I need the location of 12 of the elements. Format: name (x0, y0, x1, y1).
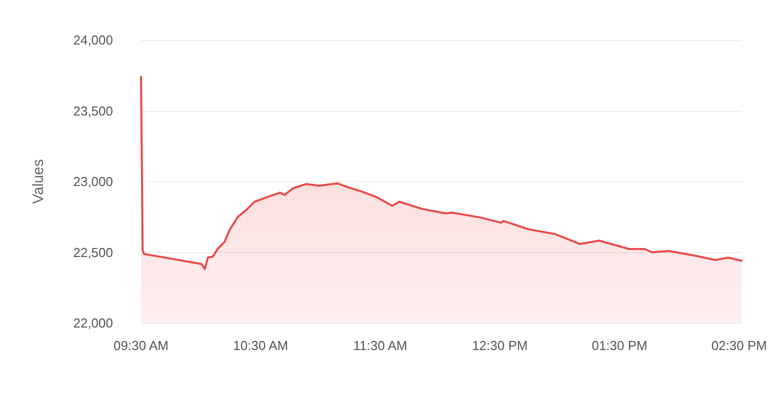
x-tick-label: 09:30 AM (114, 338, 168, 353)
y-tick-label: 22,000 (73, 316, 113, 330)
y-axis-title: Values (30, 159, 47, 204)
y-tick-label: 23,500 (73, 103, 113, 118)
x-tick-label: 10:30 AM (233, 338, 288, 353)
y-tick-label: 22,500 (73, 244, 113, 260)
x-tick-label: 12:30 PM (472, 338, 528, 353)
x-tick-label: 11:30 AM (353, 338, 408, 353)
x-tick-label: 02:30 PM (711, 338, 768, 353)
y-tick-label: 23,000 (73, 174, 113, 189)
x-tick-label: 01:30 PM (592, 338, 648, 353)
y-tick-label: 24,000 (73, 32, 113, 48)
